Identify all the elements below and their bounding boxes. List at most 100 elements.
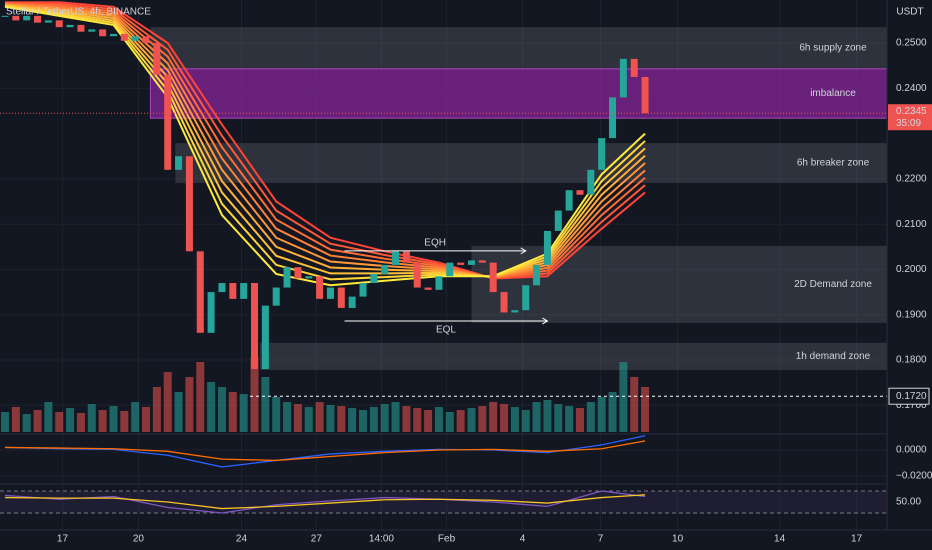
y-tick-label: 0.2000	[896, 264, 927, 275]
zone-label: 6h breaker zone	[797, 158, 870, 169]
currency-label[interactable]: USDT	[896, 7, 923, 18]
volume-bar	[608, 392, 617, 432]
level-arrow	[542, 317, 549, 325]
volume-bar	[565, 406, 574, 432]
volume-bar	[11, 407, 20, 432]
x-tick-label: 7	[598, 534, 604, 545]
volume-bar	[434, 407, 443, 432]
candle	[435, 276, 443, 290]
countdown-label: 35:09	[896, 118, 921, 129]
candle	[77, 24, 85, 32]
candle	[175, 156, 183, 170]
rsi-background	[0, 490, 887, 513]
candle	[109, 33, 117, 37]
volume-bar	[131, 402, 140, 432]
candle	[316, 276, 324, 299]
x-tick-label: 20	[133, 534, 145, 545]
candle	[565, 190, 573, 211]
candle	[370, 273, 378, 284]
candle	[478, 260, 486, 263]
candle	[240, 283, 248, 299]
volume-bar	[597, 397, 606, 432]
x-tick-label: 14:00	[369, 534, 394, 545]
volume-bar	[55, 412, 64, 432]
candle	[229, 283, 237, 299]
volume-bar	[76, 413, 85, 432]
volume-bar	[467, 408, 476, 432]
volume-bar	[87, 404, 96, 432]
candle	[511, 310, 519, 313]
volume-bar	[66, 408, 75, 432]
candle	[305, 276, 313, 279]
price-axis	[887, 0, 932, 530]
candle	[23, 15, 31, 21]
candle	[348, 296, 356, 308]
candle	[55, 20, 63, 28]
candle	[120, 33, 128, 41]
signal-line	[4, 440, 646, 462]
candle	[587, 169, 595, 195]
candle	[272, 287, 280, 306]
candle	[402, 251, 410, 263]
x-tick-label: 10	[672, 534, 684, 545]
x-tick-label: 17	[851, 534, 863, 545]
y-tick-label: 50.00	[896, 497, 921, 508]
y-tick-label: 0.0000	[896, 445, 927, 456]
volume-bar	[500, 404, 509, 432]
volume-bar	[326, 405, 335, 432]
zone	[175, 143, 888, 183]
last-price-label: 0.2345	[896, 106, 927, 117]
ribbon-line	[4, 1, 646, 280]
volume-bar	[228, 392, 237, 432]
x-tick-label: 17	[57, 534, 69, 545]
volume-bar	[413, 408, 422, 432]
imbalance-zone	[149, 68, 888, 119]
candle	[467, 260, 475, 265]
volume-bar	[369, 407, 378, 432]
candle	[251, 283, 259, 370]
rsi-line	[4, 490, 646, 514]
back-layer	[0, 0, 888, 530]
volume-bar	[630, 377, 639, 432]
volume-bar	[380, 404, 389, 432]
volume-bar	[152, 387, 161, 432]
volume-bar	[272, 397, 281, 432]
candle	[99, 29, 107, 37]
candle	[554, 210, 562, 231]
volume-bar	[521, 410, 530, 432]
volume-bar	[359, 410, 368, 432]
x-tick-label: 24	[236, 534, 248, 545]
x-tick-label: 27	[311, 534, 323, 545]
ribbon-line	[4, 1, 646, 280]
last-price-tag	[888, 104, 932, 131]
zone	[150, 27, 887, 69]
candle	[283, 267, 291, 288]
volume-bar	[348, 408, 357, 432]
candle	[489, 262, 497, 293]
volume-bar	[489, 402, 498, 432]
volume-bar	[424, 410, 433, 432]
candle	[576, 190, 584, 195]
candle	[598, 138, 606, 170]
main-layer	[0, 1, 887, 514]
candle	[424, 287, 432, 290]
volume-bar	[575, 408, 584, 432]
candle	[164, 74, 172, 170]
volume-bar	[0, 412, 9, 432]
candle	[630, 58, 638, 77]
candle	[1, 15, 9, 17]
y-tick-label: 0.1900	[896, 309, 927, 320]
candle	[543, 230, 551, 265]
candle	[641, 76, 649, 114]
level-arrow	[520, 247, 527, 255]
volume-bar	[554, 404, 563, 432]
volume-bar	[510, 407, 519, 432]
volume-bar	[619, 362, 628, 432]
candle	[44, 20, 52, 23]
volume-bar	[283, 402, 292, 432]
zone-label: imbalance	[810, 88, 856, 99]
ribbon-line	[4, 2, 646, 279]
y-tick-label: 0.2400	[896, 83, 927, 94]
candle	[446, 262, 454, 277]
candle	[12, 15, 20, 21]
